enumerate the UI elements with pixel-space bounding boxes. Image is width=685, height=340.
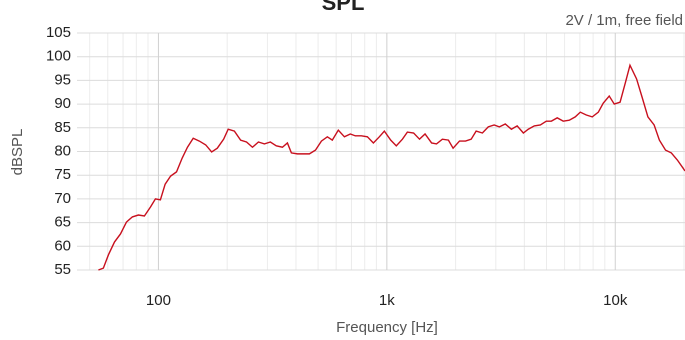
y-tick-label: 75: [54, 166, 71, 183]
x-tick-label: 1k: [379, 292, 395, 309]
spl-line: [98, 63, 685, 271]
x-axis-label: Frequency [Hz]: [336, 319, 438, 336]
x-tick-label: 100: [146, 292, 171, 309]
y-tick-label: 100: [46, 48, 71, 65]
y-tick-label: 70: [54, 190, 71, 207]
y-tick-label: 105: [46, 24, 71, 41]
y-axis-label: dBSPL: [9, 129, 26, 176]
y-tick-label: 90: [54, 95, 71, 112]
y-tick-label: 95: [54, 71, 71, 88]
y-tick-label: 85: [54, 119, 71, 136]
chart-title: SPL: [322, 0, 365, 15]
y-tick-label: 65: [54, 214, 71, 231]
y-tick-label: 55: [54, 261, 71, 278]
y-tick-label: 80: [54, 142, 71, 159]
annotation: 2V / 1m, free field: [565, 12, 683, 29]
x-tick-label: 10k: [603, 292, 628, 309]
y-tick-label: 60: [54, 237, 71, 254]
